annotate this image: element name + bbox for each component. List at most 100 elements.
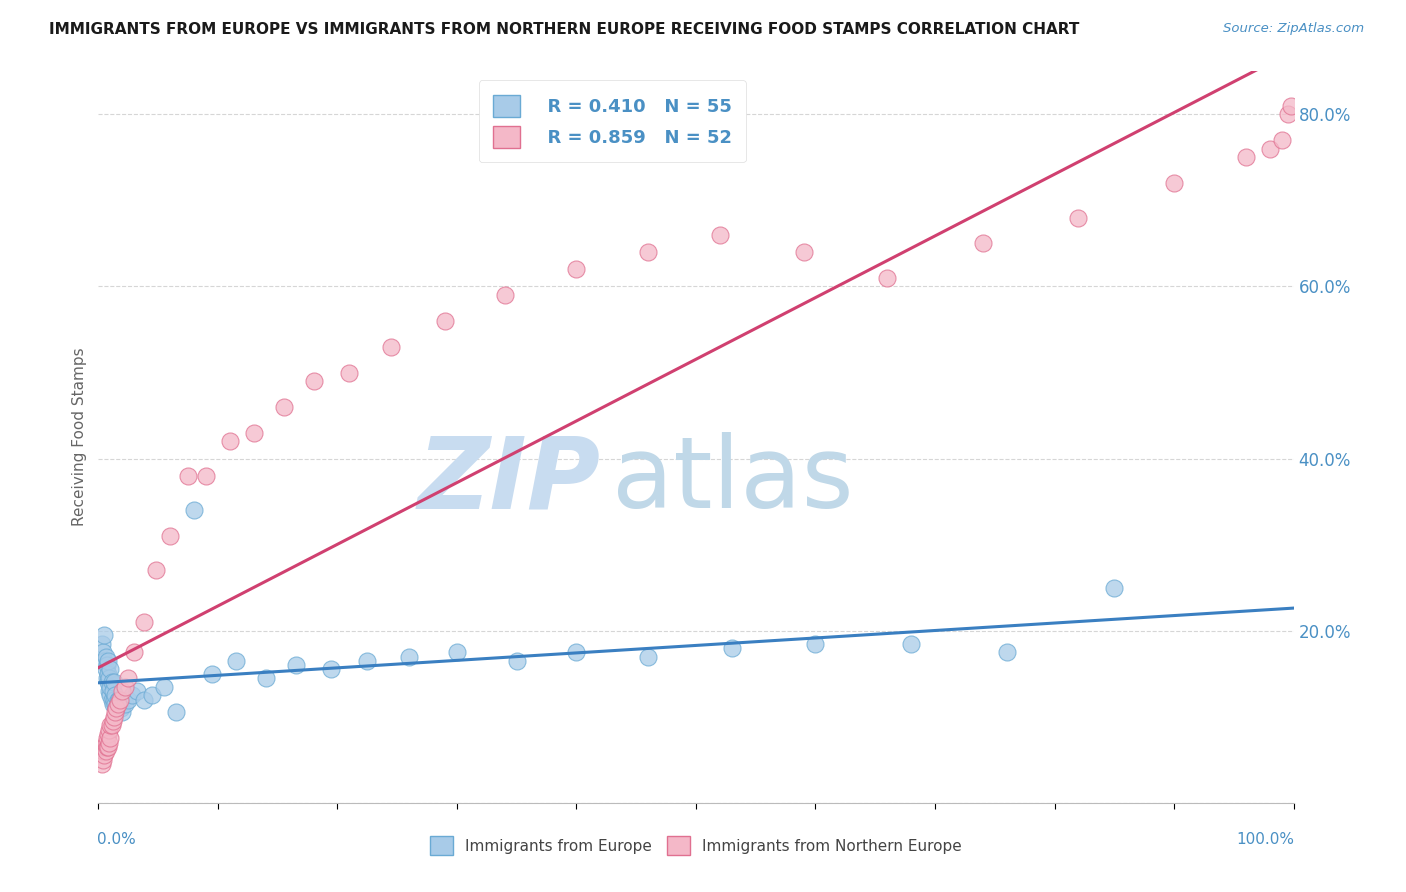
Point — [225, 654, 247, 668]
Point — [98, 688, 122, 702]
Point — [91, 753, 114, 767]
Point — [98, 680, 122, 694]
Point — [96, 658, 118, 673]
Point — [91, 744, 114, 758]
Point — [117, 692, 139, 706]
Point — [876, 271, 898, 285]
Point — [91, 645, 114, 659]
Point — [637, 649, 659, 664]
Point — [434, 314, 457, 328]
Point — [125, 684, 148, 698]
Point — [273, 400, 295, 414]
Point — [103, 675, 125, 690]
Point — [114, 697, 136, 711]
Point — [995, 645, 1018, 659]
Point — [97, 739, 120, 754]
Point — [97, 727, 120, 741]
Point — [132, 692, 155, 706]
Point — [380, 340, 402, 354]
Point — [195, 468, 218, 483]
Point — [97, 654, 120, 668]
Point — [1271, 133, 1294, 147]
Point — [94, 662, 117, 676]
Point — [201, 666, 224, 681]
Point — [98, 684, 121, 698]
Point — [94, 649, 117, 664]
Point — [96, 731, 118, 746]
Point — [93, 628, 115, 642]
Point — [103, 692, 125, 706]
Point — [177, 468, 200, 483]
Point — [972, 236, 994, 251]
Point — [159, 529, 181, 543]
Point — [339, 366, 361, 380]
Point — [141, 688, 163, 702]
Text: IMMIGRANTS FROM EUROPE VS IMMIGRANTS FROM NORTHERN EUROPE RECEIVING FOOD STAMPS : IMMIGRANTS FROM EUROPE VS IMMIGRANTS FRO… — [49, 22, 1080, 37]
Point — [93, 748, 115, 763]
Point — [103, 710, 125, 724]
Point — [96, 671, 118, 685]
Point — [284, 658, 307, 673]
Point — [1067, 211, 1090, 225]
Point — [100, 692, 122, 706]
Point — [107, 697, 129, 711]
Point — [108, 697, 131, 711]
Point — [93, 654, 115, 668]
Point — [107, 692, 129, 706]
Text: 0.0%: 0.0% — [97, 832, 136, 847]
Point — [110, 701, 132, 715]
Point — [105, 701, 128, 715]
Point — [804, 637, 827, 651]
Point — [506, 654, 529, 668]
Point — [101, 714, 124, 728]
Point — [100, 675, 122, 690]
Point — [104, 697, 127, 711]
Point — [94, 735, 117, 749]
Text: atlas: atlas — [613, 433, 853, 530]
Point — [105, 701, 128, 715]
Point — [98, 662, 122, 676]
Text: Source: ZipAtlas.com: Source: ZipAtlas.com — [1223, 22, 1364, 36]
Point — [165, 706, 187, 720]
Point — [100, 718, 122, 732]
Point — [1104, 581, 1126, 595]
Point — [494, 288, 516, 302]
Point — [98, 671, 121, 685]
Point — [398, 649, 420, 664]
Point — [91, 637, 114, 651]
Point — [1234, 150, 1257, 164]
Point — [1163, 176, 1185, 190]
Point — [98, 718, 122, 732]
Point — [793, 245, 815, 260]
Point — [96, 739, 118, 754]
Text: 100.0%: 100.0% — [1237, 832, 1295, 847]
Point — [97, 666, 120, 681]
Point — [219, 434, 242, 449]
Point — [709, 227, 731, 242]
Point — [93, 739, 115, 754]
Y-axis label: Receiving Food Stamps: Receiving Food Stamps — [72, 348, 87, 526]
Point — [91, 757, 114, 772]
Point — [94, 744, 117, 758]
Point — [98, 723, 121, 737]
Point — [114, 680, 136, 694]
Point — [1258, 142, 1281, 156]
Point — [104, 688, 127, 702]
Point — [97, 675, 120, 690]
Point — [101, 697, 124, 711]
Point — [302, 374, 325, 388]
Point — [637, 245, 659, 260]
Point — [101, 684, 124, 698]
Point — [132, 615, 155, 629]
Point — [145, 564, 167, 578]
Point — [108, 692, 131, 706]
Point — [243, 425, 266, 440]
Point — [1279, 99, 1302, 113]
Point — [1277, 107, 1299, 121]
Point — [183, 503, 205, 517]
Point — [117, 671, 139, 685]
Point — [124, 645, 146, 659]
Point — [565, 645, 588, 659]
Point — [104, 706, 127, 720]
Legend: Immigrants from Europe, Immigrants from Northern Europe: Immigrants from Europe, Immigrants from … — [423, 830, 969, 861]
